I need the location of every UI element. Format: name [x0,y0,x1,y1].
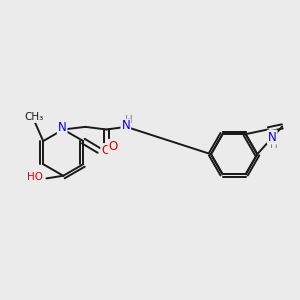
Text: O: O [109,140,118,153]
Text: N: N [268,130,277,143]
Text: N: N [122,119,130,132]
Text: H: H [270,140,278,150]
Text: O: O [101,144,110,157]
Text: H: H [124,115,132,124]
Text: HO: HO [27,172,43,182]
Text: CH₃: CH₃ [24,112,44,122]
Text: N: N [58,122,67,134]
